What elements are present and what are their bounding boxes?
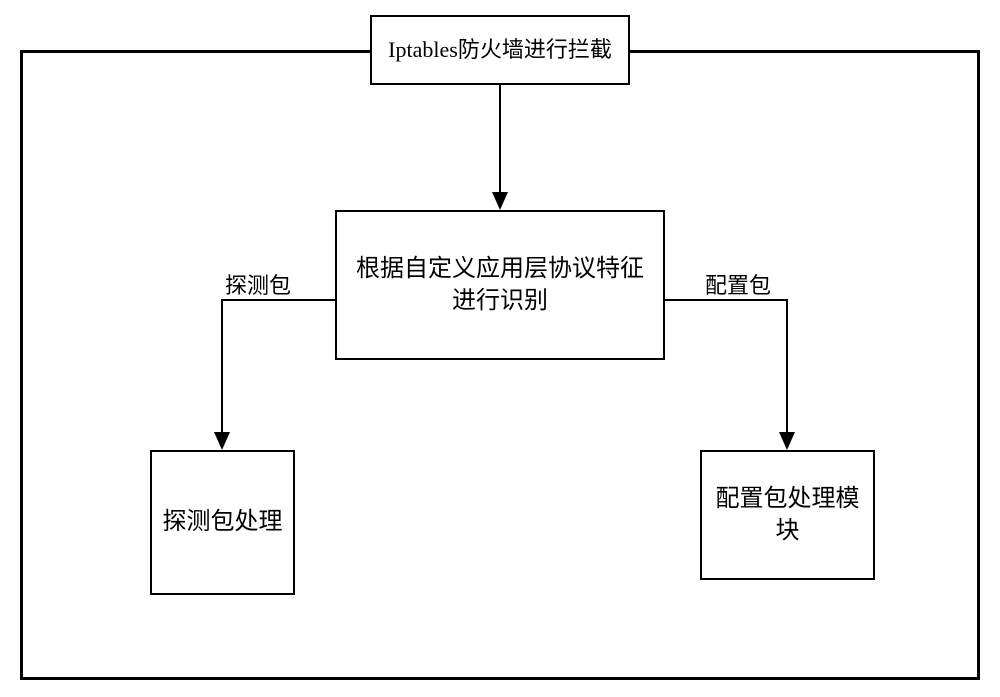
edge-label-probe: 探测包	[225, 268, 291, 300]
edge-label-config: 配置包	[705, 268, 771, 300]
diagram-canvas: Iptables防火墙进行拦截 根据自定义应用层协议特征进行识别 探测包处理 配…	[0, 0, 1000, 697]
node-right-label: 配置包处理模块	[710, 483, 865, 548]
edge-label-probe-text: 探测包	[225, 273, 291, 298]
node-top-label: Iptables防火墙进行拦截	[388, 35, 612, 65]
node-middle: 根据自定义应用层协议特征进行识别	[335, 210, 665, 360]
node-left-label: 探测包处理	[163, 506, 283, 538]
node-left: 探测包处理	[150, 450, 295, 595]
node-right: 配置包处理模块	[700, 450, 875, 580]
node-middle-label: 根据自定义应用层协议特征进行识别	[345, 253, 655, 318]
node-top: Iptables防火墙进行拦截	[370, 15, 630, 85]
edge-label-config-text: 配置包	[705, 273, 771, 298]
